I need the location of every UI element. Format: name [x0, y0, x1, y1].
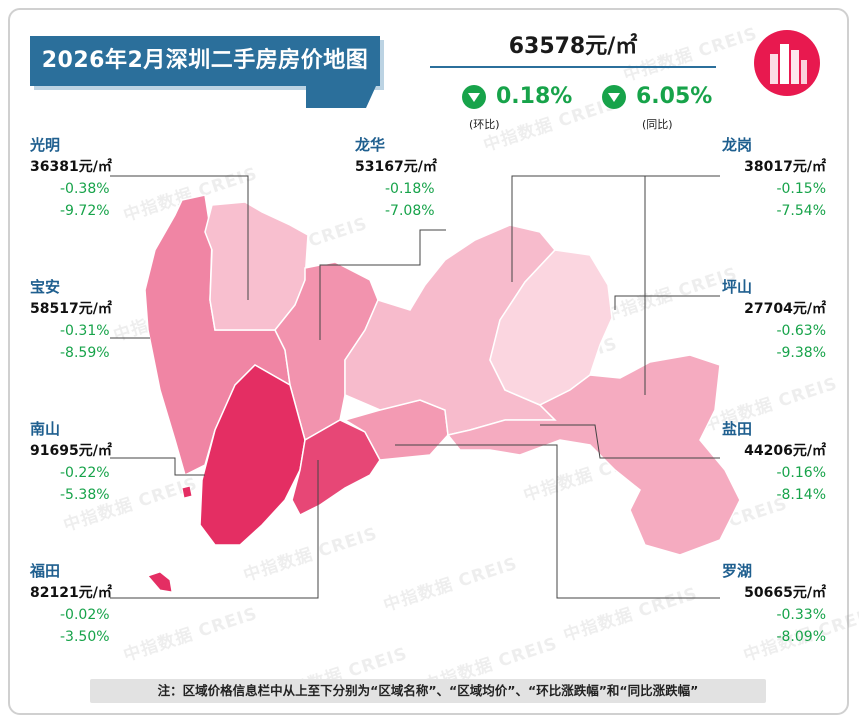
island-small — [181, 485, 193, 499]
district-mom: -0.63% — [776, 323, 826, 339]
district-name: 龙华 — [355, 136, 386, 154]
down-arrow-icon — [462, 84, 486, 109]
district-yoy: -5.38% — [60, 487, 110, 503]
district-yoy: -8.14% — [776, 487, 826, 503]
mom-value: 0.18% — [496, 84, 573, 109]
district-mom: -0.22% — [60, 465, 110, 481]
yoy-stat: 6.05% — [602, 84, 712, 109]
title-banner: 2026年2月深圳二手房房价地图 — [30, 36, 380, 86]
district-mom: -0.02% — [60, 607, 110, 623]
district-mom: -0.33% — [776, 607, 826, 623]
district-mom: -0.31% — [60, 323, 110, 339]
island-neilingding — [147, 571, 173, 593]
district-name: 盐田 — [722, 420, 753, 438]
title-rule — [430, 66, 716, 68]
district-name: 南山 — [30, 420, 61, 438]
district-price: 58517元/㎡ — [30, 301, 112, 317]
mom-stat: 0.18% — [462, 84, 572, 109]
district-price: 44206元/㎡ — [744, 443, 826, 459]
page-title: 2026年2月深圳二手房房价地图 — [41, 48, 369, 73]
district-info-guangming: 光明 36381元/㎡ -0.38% -9.72% — [30, 134, 112, 222]
region-futian[interactable] — [291, 419, 381, 516]
mom-label: (环比) — [469, 118, 500, 131]
district-name: 福田 — [30, 562, 61, 580]
district-info-luohu: 罗湖 50665元/㎡ -0.33% -8.09% — [722, 560, 826, 648]
yoy-value: 6.05% — [636, 84, 713, 109]
district-info-nanshan: 南山 91695元/㎡ -0.22% -5.38% — [30, 418, 112, 506]
district-yoy: -7.54% — [776, 203, 826, 219]
district-yoy: -8.59% — [60, 345, 110, 361]
district-mom: -0.38% — [60, 181, 110, 197]
district-info-longhua: 龙华 53167元/㎡ -0.18% -7.08% — [355, 134, 437, 222]
district-name: 光明 — [30, 136, 61, 154]
title-tail-decoration — [306, 86, 376, 108]
district-price: 91695元/㎡ — [30, 443, 112, 459]
district-price: 27704元/㎡ — [744, 301, 826, 317]
district-price: 50665元/㎡ — [744, 585, 826, 601]
district-yoy: -9.72% — [60, 203, 110, 219]
district-mom: -0.15% — [776, 181, 826, 197]
district-info-yantian: 盐田 44206元/㎡ -0.16% -8.14% — [722, 418, 826, 506]
district-price: 53167元/㎡ — [355, 159, 437, 175]
district-yoy: -8.09% — [776, 629, 826, 645]
district-info-pingshan: 坪山 27704元/㎡ -0.63% -9.38% — [722, 276, 826, 364]
district-info-longgang: 龙岗 38017元/㎡ -0.15% -7.54% — [722, 134, 826, 222]
down-arrow-icon — [602, 84, 626, 109]
district-yoy: -3.50% — [60, 629, 110, 645]
district-price: 38017元/㎡ — [744, 159, 826, 175]
card-frame — [8, 8, 849, 715]
district-price: 36381元/㎡ — [30, 159, 112, 175]
city-avg-price: 63578元/㎡ — [508, 34, 638, 59]
yoy-label: (同比) — [642, 118, 673, 131]
leader-lines — [110, 175, 720, 599]
district-name: 罗湖 — [722, 562, 753, 580]
district-yoy: -9.38% — [776, 345, 826, 361]
district-yoy: -7.08% — [385, 203, 435, 219]
district-name: 坪山 — [722, 278, 753, 296]
region-yantian[interactable] — [446, 354, 741, 556]
district-mom: -0.18% — [385, 181, 435, 197]
district-info-futian: 福田 82121元/㎡ -0.02% -3.50% — [30, 560, 112, 648]
district-mom: -0.16% — [776, 465, 826, 481]
district-name: 龙岗 — [722, 136, 753, 154]
district-price: 82121元/㎡ — [30, 585, 112, 601]
district-info-baoan: 宝安 58517元/㎡ -0.31% -8.59% — [30, 276, 112, 364]
footnote: 注：区域价格信息栏中从上至下分别为“区域名称”、“区域均价”、“环比涨跌幅”和“… — [90, 679, 766, 703]
district-name: 宝安 — [30, 278, 61, 296]
brand-logo-icon — [754, 30, 820, 96]
